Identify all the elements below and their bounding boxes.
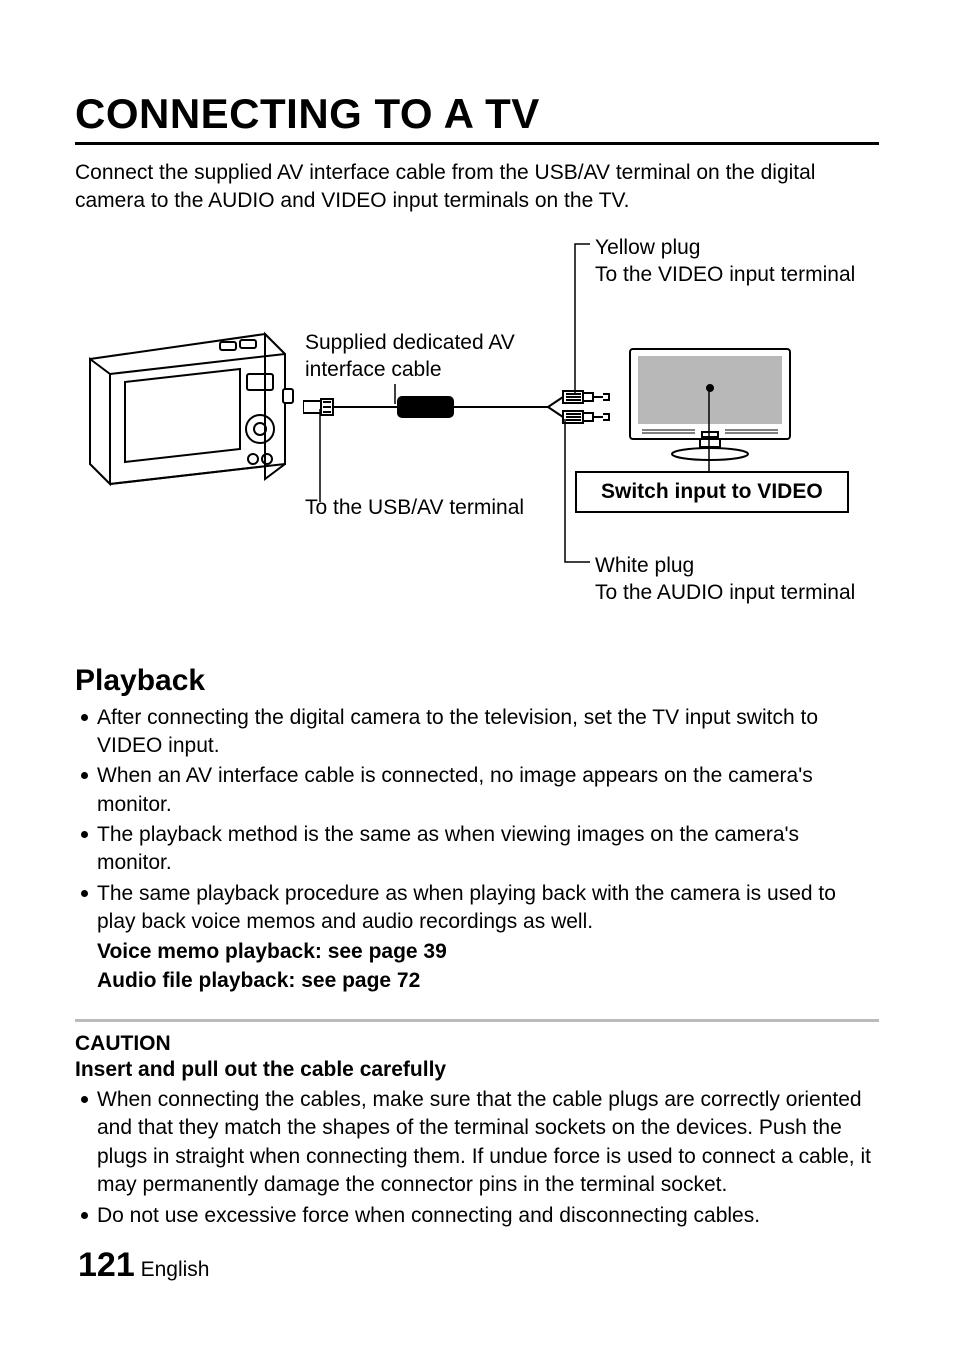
tv-icon: [620, 344, 800, 464]
playback-list: After connecting the digital camera to t…: [75, 704, 879, 937]
callout-white-plug: White plug To the AUDIO input terminal: [595, 552, 855, 607]
camera-icon: [75, 314, 305, 494]
white-plug-sub: To the AUDIO input terminal: [595, 581, 855, 604]
page-language: English: [141, 1258, 210, 1281]
callout-yellow-plug: Yellow plug To the VIDEO input terminal: [595, 234, 855, 289]
list-item: The same playback procedure as when play…: [75, 880, 879, 937]
caution-heading: CAUTION: [75, 1032, 879, 1056]
yellow-plug-sub: To the VIDEO input terminal: [595, 263, 855, 286]
page-title: CONNECTING TO A TV: [75, 90, 879, 145]
list-item: Do not use excessive force when connecti…: [75, 1202, 879, 1230]
caution-divider: [75, 1019, 879, 1022]
switch-input-box: Switch input to VIDEO: [575, 471, 849, 513]
voice-memo-ref: Voice memo playback: see page 39: [75, 938, 879, 966]
list-item: When connecting the cables, make sure th…: [75, 1086, 879, 1199]
connection-diagram: Yellow plug To the VIDEO input terminal …: [75, 234, 879, 634]
white-plug-label: White plug: [595, 554, 694, 577]
audio-file-ref: Audio file playback: see page 72: [75, 967, 879, 995]
yellow-plug-label: Yellow plug: [595, 236, 700, 259]
list-item: After connecting the digital camera to t…: [75, 704, 879, 761]
page-number: 121: [78, 1246, 135, 1284]
intro-text: Connect the supplied AV interface cable …: [75, 159, 879, 216]
list-item: When an AV interface cable is connected,…: [75, 762, 879, 819]
callout-usb-av: To the USB/AV terminal: [305, 494, 524, 521]
list-item: The playback method is the same as when …: [75, 821, 879, 878]
caution-subheading: Insert and pull out the cable carefully: [75, 1058, 879, 1082]
callout-supplied-cable: Supplied dedicated AV interface cable: [305, 329, 535, 384]
page-footer: 121 English: [78, 1246, 209, 1285]
caution-list: When connecting the cables, make sure th…: [75, 1086, 879, 1230]
playback-heading: Playback: [75, 664, 879, 698]
av-cable-icon: [303, 389, 623, 429]
